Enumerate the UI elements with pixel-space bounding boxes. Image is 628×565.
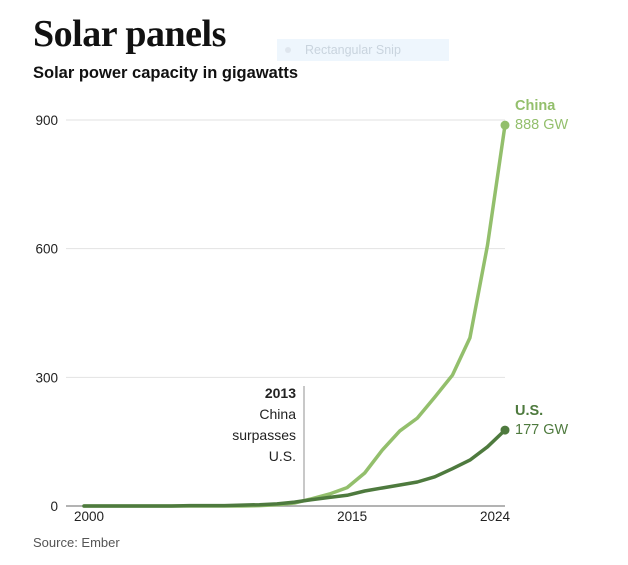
snip-label: Rectangular Snip <box>305 43 401 57</box>
y-tick-label: 0 <box>50 499 58 514</box>
annotation-text-line: China <box>259 406 296 422</box>
china-value-label: 888 GW <box>515 117 568 133</box>
annotation-2013: 2013 China surpasses U.S. <box>232 385 305 502</box>
x-tick-label: 2015 <box>337 509 367 524</box>
y-tick-label: 900 <box>35 113 58 128</box>
y-tick-label: 600 <box>35 242 58 257</box>
snip-icon <box>285 47 291 53</box>
chart-title: Solar panels <box>33 13 226 55</box>
china-label: China <box>515 98 556 114</box>
us-end-point <box>500 425 510 435</box>
y-axis-ticks: 0 300 600 900 <box>35 113 58 514</box>
x-axis-ticks: 2000 2015 2024 <box>74 509 511 524</box>
x-tick-label: 2024 <box>480 509 511 524</box>
annotation-year: 2013 <box>265 385 296 401</box>
series-lines <box>82 120 510 508</box>
source-note: Source: Ember <box>33 535 120 550</box>
series-end-labels: China 888 GW U.S. 177 GW <box>515 98 568 438</box>
china-end-point <box>500 120 510 130</box>
x-tick-label: 2000 <box>74 509 104 524</box>
us-value-label: 177 GW <box>515 422 568 438</box>
us-line <box>82 428 507 508</box>
chart-subtitle: Solar power capacity in gigawatts <box>33 64 298 82</box>
y-tick-label: 300 <box>35 370 58 385</box>
snip-tool-overlay[interactable]: Rectangular Snip <box>277 39 449 61</box>
annotation-text-line: surpasses <box>232 427 296 443</box>
annotation-text-line: U.S. <box>269 448 296 464</box>
us-label: U.S. <box>515 403 543 419</box>
